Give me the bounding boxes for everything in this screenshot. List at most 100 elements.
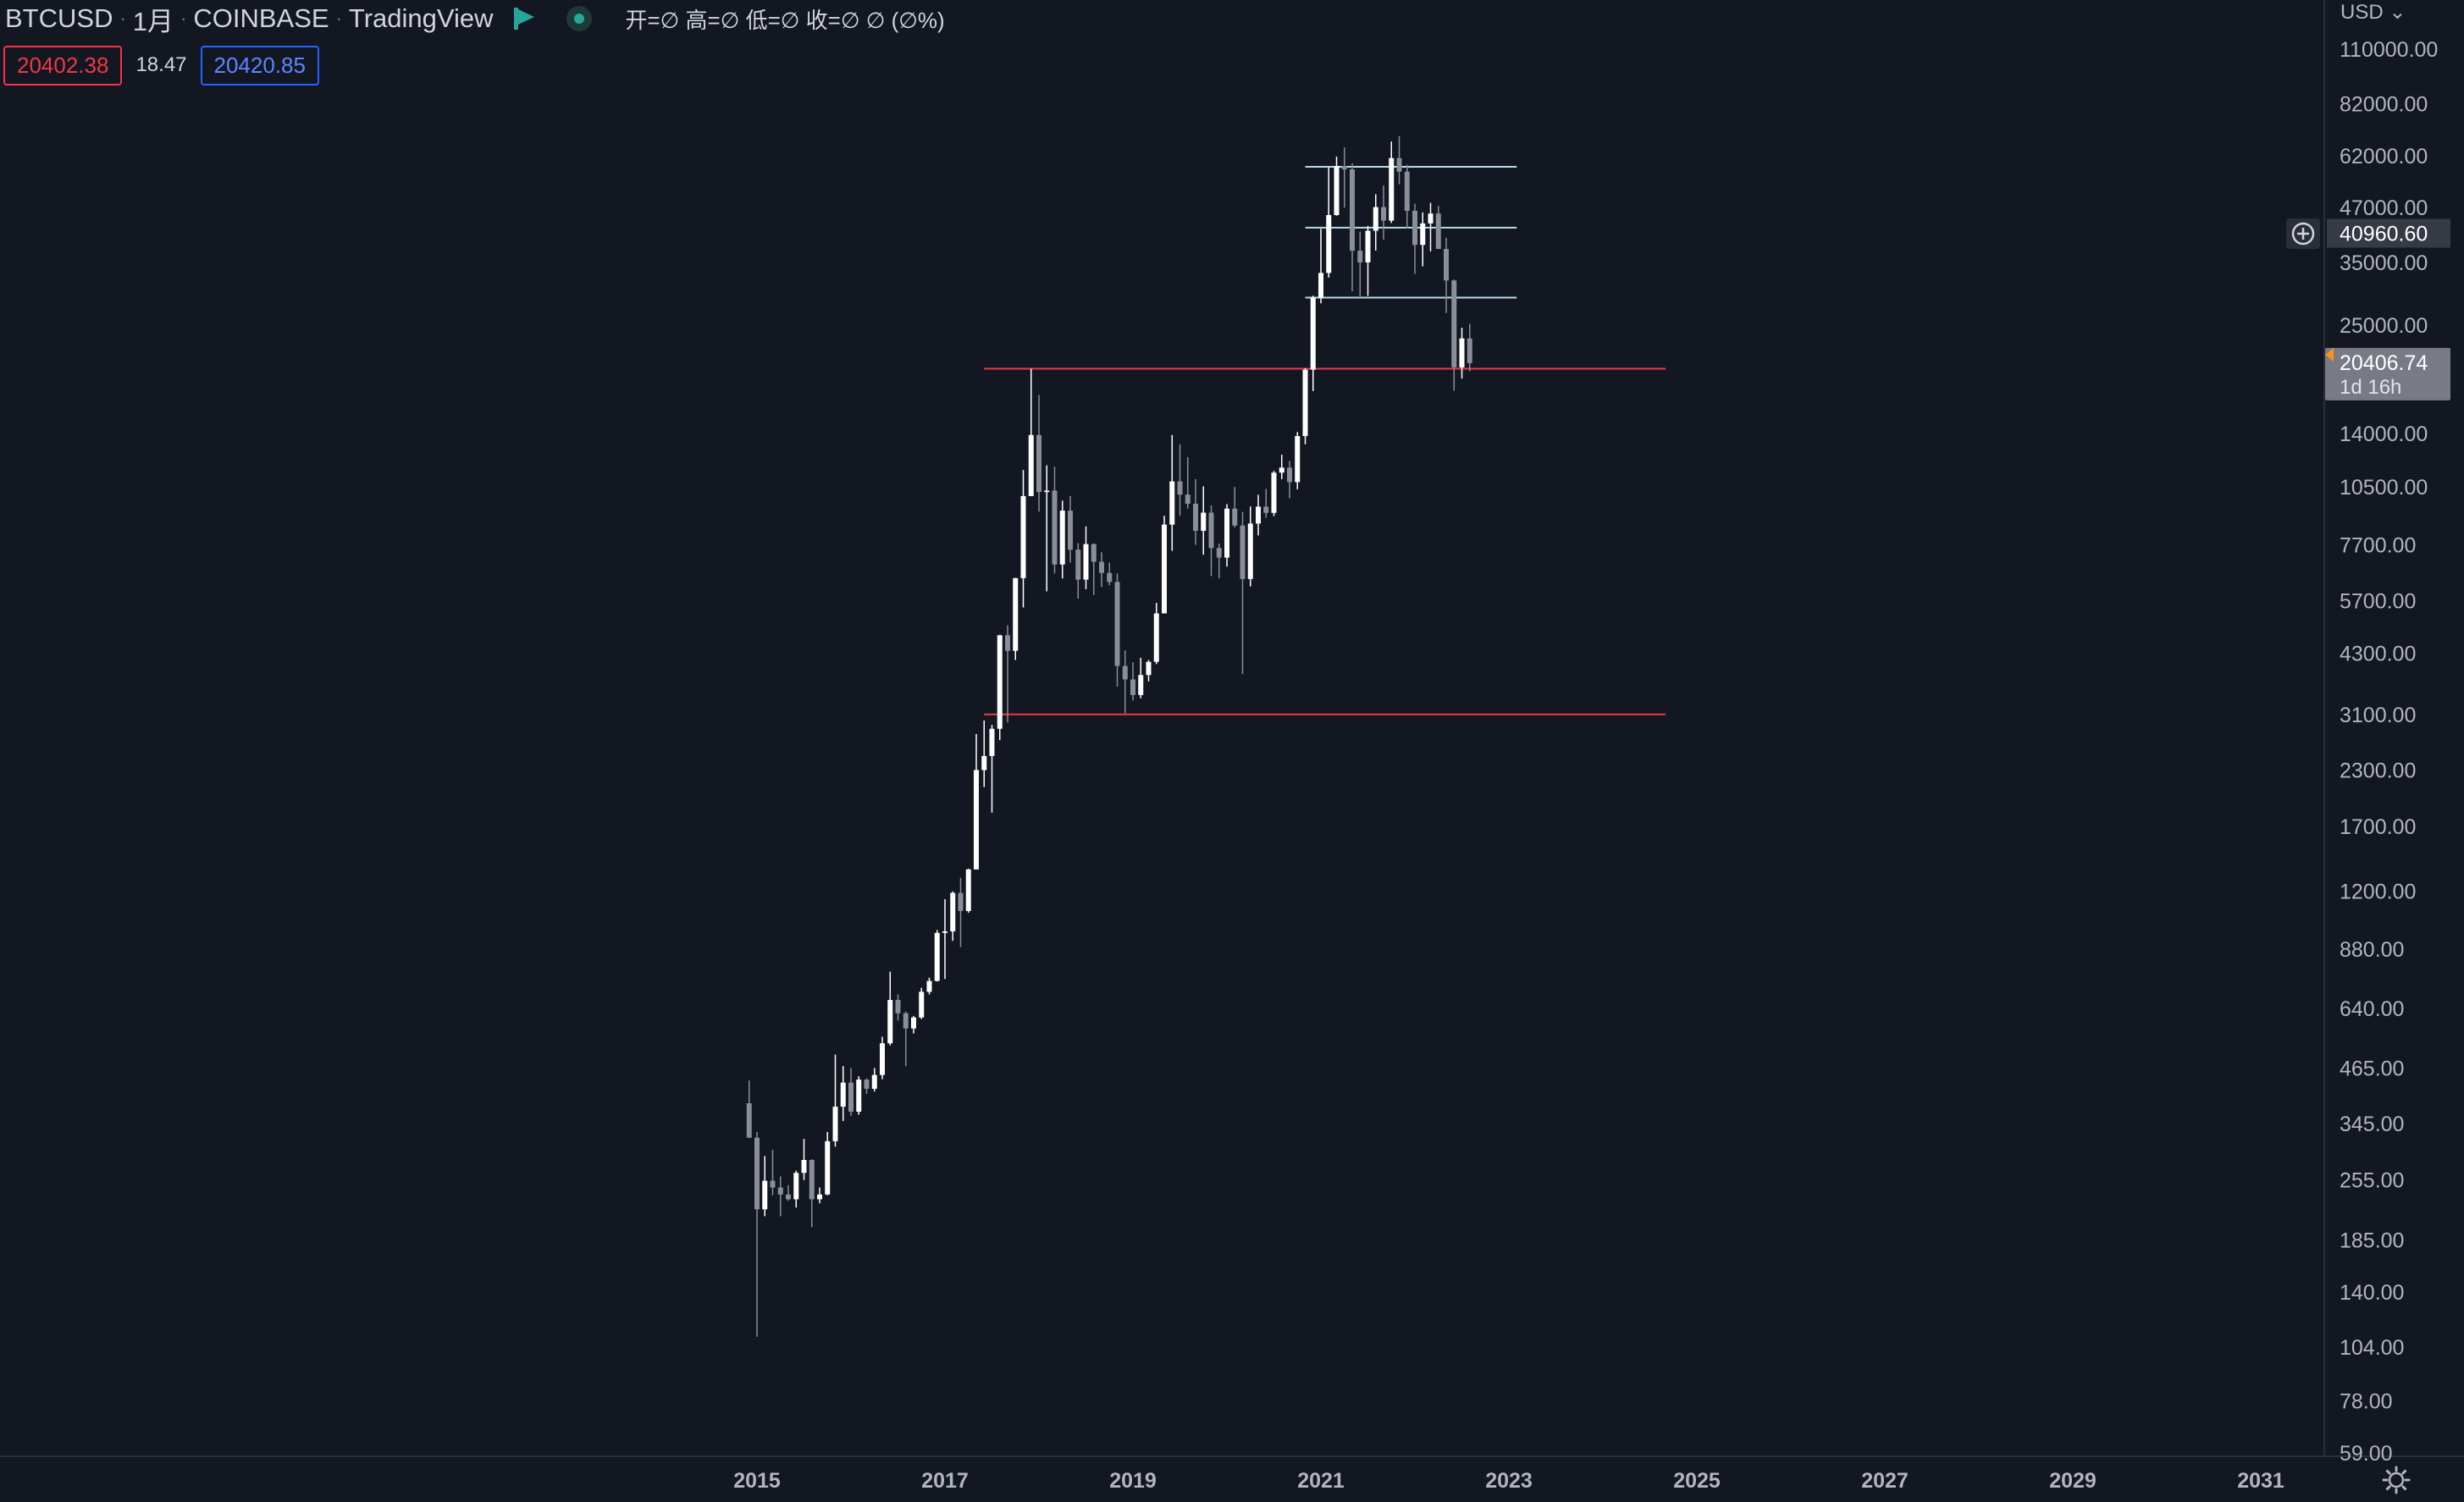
status-dot-icon[interactable] bbox=[566, 6, 592, 31]
candle-body bbox=[1013, 577, 1019, 651]
candle-body bbox=[919, 991, 925, 1018]
candle-body bbox=[817, 1194, 822, 1200]
candle-body bbox=[793, 1173, 799, 1200]
candle-body bbox=[989, 728, 995, 756]
crosshair-price-box bbox=[2327, 218, 2450, 248]
candle-body bbox=[1373, 207, 1378, 231]
symbol-name[interactable]: BTCUSD bbox=[5, 3, 113, 33]
ohlc-values: 开=∅ 高=∅ 低=∅ 收=∅ ∅ (∅%) bbox=[625, 7, 945, 33]
settings-button[interactable] bbox=[2381, 1465, 2412, 1495]
y-tick-label: 78.00 bbox=[2340, 1390, 2393, 1414]
crosshair-price-label: 40960.60 bbox=[2340, 222, 2428, 246]
candle-body bbox=[895, 1000, 901, 1013]
candle-body bbox=[786, 1194, 791, 1200]
candle-body bbox=[1350, 169, 1355, 251]
candle-body bbox=[1059, 511, 1065, 565]
candle-body bbox=[1208, 512, 1214, 549]
candle-body bbox=[864, 1080, 870, 1089]
candle-body bbox=[997, 635, 1003, 729]
candle-body bbox=[1279, 467, 1284, 473]
candle-body bbox=[1162, 524, 1167, 614]
candle-body bbox=[911, 1017, 916, 1029]
x-tick-label: 2031 bbox=[2237, 1469, 2284, 1493]
candle-body bbox=[981, 755, 987, 770]
x-tick-label: 2019 bbox=[1109, 1469, 1157, 1493]
candle-body bbox=[832, 1107, 838, 1141]
y-tick-label: 82000.00 bbox=[2340, 93, 2428, 117]
candle-body bbox=[1224, 508, 1229, 558]
y-tick-label: 2300.00 bbox=[2340, 759, 2416, 783]
legend-separator: · bbox=[335, 8, 342, 29]
candle-body bbox=[958, 892, 964, 911]
x-tick-label: 2025 bbox=[1673, 1469, 1721, 1493]
y-tick-label: 1700.00 bbox=[2340, 815, 2416, 839]
candle-body bbox=[950, 892, 956, 932]
x-tick-label: 2029 bbox=[2049, 1469, 2097, 1493]
candle-body bbox=[801, 1160, 807, 1173]
candle-body bbox=[871, 1074, 877, 1089]
candle-body bbox=[840, 1082, 846, 1107]
candle-body bbox=[1138, 675, 1144, 695]
candle-body bbox=[1420, 223, 1426, 246]
sell-button[interactable]: 20402.38 bbox=[3, 45, 123, 86]
candle-body bbox=[942, 931, 947, 933]
candle-body bbox=[1334, 166, 1340, 216]
candle-body bbox=[926, 980, 932, 992]
legend-separator: · bbox=[119, 8, 126, 29]
candle-body bbox=[1310, 297, 1316, 370]
x-tick-label: 2021 bbox=[1297, 1469, 1345, 1493]
add-alert-button[interactable] bbox=[2286, 218, 2320, 249]
y-tick-label: 465.00 bbox=[2340, 1057, 2404, 1080]
candle-body bbox=[880, 1043, 885, 1075]
candle-body bbox=[1444, 249, 1449, 281]
y-tick-label: 47000.00 bbox=[2340, 196, 2428, 220]
y-tick-label: 5700.00 bbox=[2340, 590, 2416, 614]
candle-body bbox=[1193, 503, 1198, 531]
candle-body bbox=[1130, 679, 1135, 695]
candle-body bbox=[1365, 230, 1371, 262]
spread-value: 18.47 bbox=[135, 53, 187, 76]
y-tick-label: 3100.00 bbox=[2340, 704, 2416, 727]
candle-body bbox=[1467, 338, 1472, 363]
last-price-box bbox=[2325, 347, 2450, 400]
bar-countdown-label: 1d 16h bbox=[2340, 376, 2401, 399]
candle-body bbox=[1326, 215, 1332, 273]
candle-body bbox=[1044, 490, 1050, 493]
candle-body bbox=[1153, 613, 1159, 662]
candle-body bbox=[1122, 665, 1128, 680]
trade-buttons: 20402.38 18.47 20420.85 bbox=[3, 44, 319, 86]
y-tick-label: 59.00 bbox=[2340, 1442, 2393, 1466]
y-tick-label: 35000.00 bbox=[2340, 251, 2428, 275]
symbol-legend: BTCUSD · 1月 · COINBASE · TradingView 开=∅… bbox=[5, 0, 945, 37]
candle-body bbox=[965, 869, 971, 911]
candle-body bbox=[1091, 544, 1097, 562]
candle-body bbox=[934, 932, 940, 981]
candle-body bbox=[1052, 490, 1058, 565]
candle-body bbox=[1099, 561, 1104, 573]
candle-body bbox=[1232, 508, 1238, 526]
candle-body bbox=[754, 1137, 760, 1210]
candle-body bbox=[1256, 506, 1261, 524]
candle-body bbox=[1341, 166, 1347, 170]
candle-body bbox=[770, 1180, 776, 1188]
candle-body bbox=[1287, 467, 1292, 483]
x-tick-label: 2015 bbox=[733, 1469, 781, 1493]
y-tick-label: 7700.00 bbox=[2340, 533, 2416, 557]
candle-body bbox=[1177, 481, 1183, 495]
x-tick-label: 2023 bbox=[1485, 1469, 1533, 1493]
flag-icon[interactable] bbox=[513, 8, 534, 30]
candle-body bbox=[809, 1160, 815, 1200]
y-tick-label: 25000.00 bbox=[2340, 314, 2428, 338]
candle-body bbox=[1083, 544, 1089, 580]
candle-body bbox=[1428, 213, 1434, 224]
currency-selector[interactable]: USD ⌄ bbox=[2340, 0, 2406, 24]
candle-body bbox=[1247, 523, 1253, 579]
candle-body bbox=[1240, 525, 1246, 579]
candle-body bbox=[887, 1000, 893, 1044]
candle-body bbox=[1271, 472, 1277, 513]
y-tick-label: 255.00 bbox=[2340, 1169, 2404, 1193]
interval-label[interactable]: 1月 bbox=[132, 6, 174, 36]
x-tick-label: 2027 bbox=[1861, 1469, 1909, 1493]
buy-button[interactable]: 20420.85 bbox=[200, 45, 319, 86]
